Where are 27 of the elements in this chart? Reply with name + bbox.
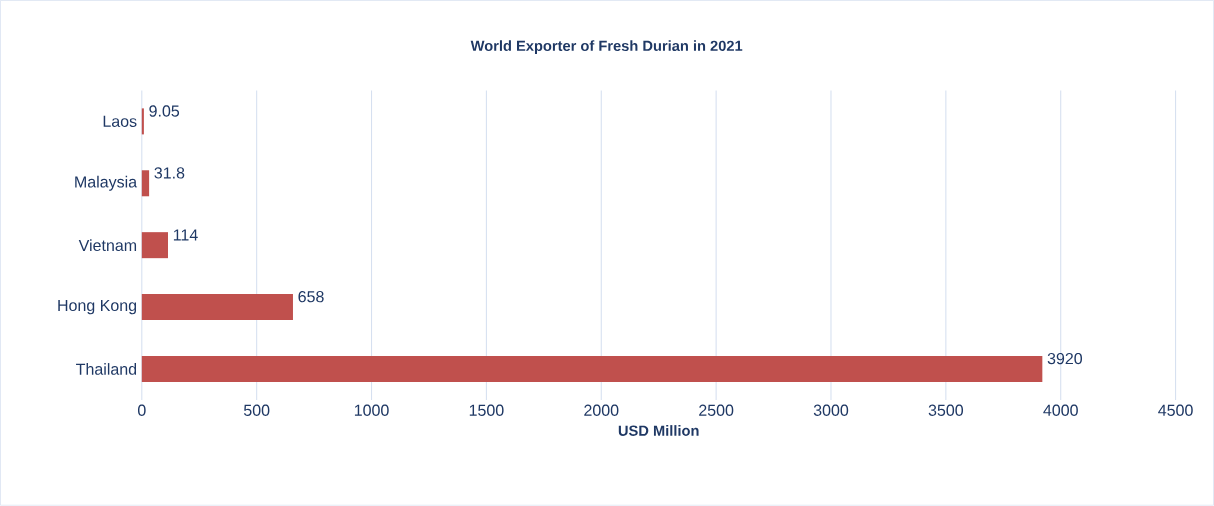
bar xyxy=(141,170,150,197)
data-label: 3920 xyxy=(1047,353,1083,365)
x-tick-label: 1500 xyxy=(469,404,504,417)
x-axis-title: USD Million xyxy=(618,425,699,437)
bar xyxy=(141,294,293,321)
x-tick-label: 1000 xyxy=(354,404,389,417)
data-label: 658 xyxy=(298,291,324,303)
x-tick-label: 2000 xyxy=(584,404,619,417)
bar xyxy=(141,108,144,135)
y-tick-label: Hong Kong xyxy=(58,300,137,315)
data-label: 31.8 xyxy=(154,167,185,179)
chart-title: World Exporter of Fresh Durian in 2021 xyxy=(470,40,743,55)
bar xyxy=(141,232,168,259)
y-tick-label: Vietnam xyxy=(78,239,137,252)
y-tick-label: Thailand xyxy=(76,363,137,375)
x-tick-label: 4000 xyxy=(1043,404,1078,417)
x-tick-label: 4500 xyxy=(1158,404,1193,417)
x-tick-label: 3500 xyxy=(928,404,964,417)
bar xyxy=(141,356,1043,383)
y-tick-label: Laos xyxy=(103,115,137,128)
data-label: 114 xyxy=(173,229,198,241)
x-tick-label: 0 xyxy=(137,404,146,417)
x-tick-label: 2500 xyxy=(699,404,734,417)
x-tick-label: 500 xyxy=(243,404,270,417)
y-tick-label: Malaysia xyxy=(75,175,138,191)
x-tick-label: 3000 xyxy=(813,404,849,417)
data-label: 9.05 xyxy=(149,105,180,117)
